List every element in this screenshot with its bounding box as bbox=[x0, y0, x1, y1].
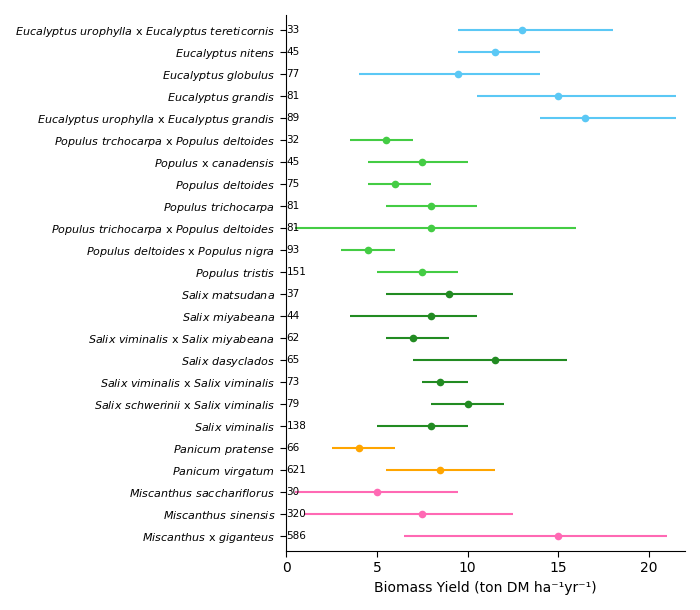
Text: 81: 81 bbox=[286, 92, 300, 101]
Text: 320: 320 bbox=[286, 509, 306, 518]
Text: 621: 621 bbox=[286, 465, 306, 475]
Text: 62: 62 bbox=[286, 333, 300, 343]
Text: 32: 32 bbox=[286, 135, 300, 145]
Text: 75: 75 bbox=[286, 179, 300, 189]
Text: 45: 45 bbox=[286, 48, 300, 57]
Text: 93: 93 bbox=[286, 245, 300, 255]
X-axis label: Biomass Yield (ton DM ha⁻¹yr⁻¹): Biomass Yield (ton DM ha⁻¹yr⁻¹) bbox=[374, 581, 597, 595]
Text: 45: 45 bbox=[286, 157, 300, 167]
Text: 138: 138 bbox=[286, 421, 306, 431]
Text: 44: 44 bbox=[286, 311, 300, 321]
Text: 66: 66 bbox=[286, 443, 300, 453]
Text: 151: 151 bbox=[286, 267, 306, 277]
Text: 73: 73 bbox=[286, 377, 300, 387]
Text: 77: 77 bbox=[286, 70, 300, 79]
Text: 65: 65 bbox=[286, 355, 300, 365]
Text: 33: 33 bbox=[286, 26, 300, 35]
Text: 81: 81 bbox=[286, 201, 300, 211]
Text: 30: 30 bbox=[286, 487, 300, 497]
Text: 79: 79 bbox=[286, 399, 300, 409]
Text: 586: 586 bbox=[286, 531, 306, 540]
Text: 37: 37 bbox=[286, 289, 300, 299]
Text: 89: 89 bbox=[286, 113, 300, 123]
Text: 81: 81 bbox=[286, 223, 300, 233]
